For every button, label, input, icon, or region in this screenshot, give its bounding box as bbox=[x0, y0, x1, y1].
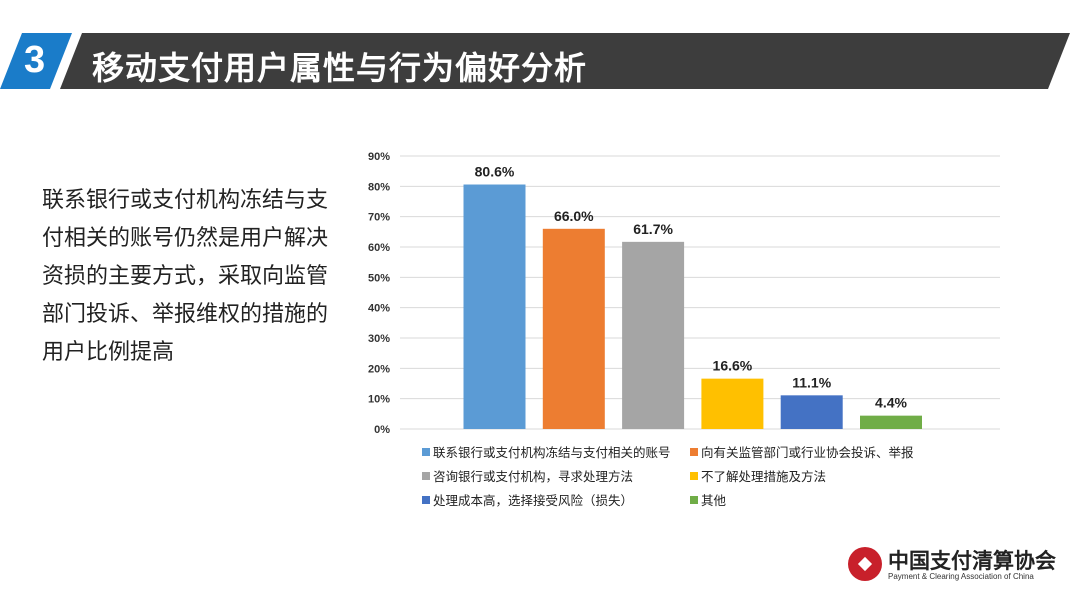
legend-label: 不了解处理措施及方法 bbox=[701, 469, 827, 484]
legend-swatch bbox=[690, 471, 698, 480]
title-banner: 移动支付用户属性与行为偏好分析 bbox=[60, 33, 1070, 89]
y-tick-label: 80% bbox=[368, 181, 390, 193]
y-tick-label: 90% bbox=[368, 151, 390, 163]
page-title: 移动支付用户属性与行为偏好分析 bbox=[92, 49, 588, 87]
bar bbox=[860, 415, 922, 429]
legend-label: 其他 bbox=[701, 493, 727, 508]
y-tick-label: 50% bbox=[368, 272, 390, 284]
y-tick-label: 0% bbox=[374, 424, 390, 436]
data-label: 80.6% bbox=[475, 164, 515, 180]
legend-swatch bbox=[690, 495, 698, 504]
section-number-badge: 3 bbox=[0, 33, 72, 89]
logo-name-cn: 中国支付清算协会 bbox=[888, 549, 1056, 573]
data-label: 66.0% bbox=[554, 208, 594, 224]
legend-item: 不了解处理措施及方法 bbox=[690, 466, 826, 485]
legend-swatch bbox=[422, 471, 430, 480]
legend-item: 向有关监管部门或行业协会投诉、举报 bbox=[690, 442, 914, 461]
legend-item: 其他 bbox=[690, 490, 726, 509]
legend-item: 处理成本高，选择接受风险（损失） bbox=[422, 490, 633, 509]
legend-label: 联系银行或支付机构冻结与支付相关的账号 bbox=[433, 445, 671, 460]
y-tick-label: 70% bbox=[368, 212, 390, 224]
legend-label: 处理成本高，选择接受风险（损失） bbox=[433, 493, 634, 508]
legend-label: 咨询银行或支付机构，寻求处理方法 bbox=[433, 469, 634, 484]
legend-swatch bbox=[422, 495, 430, 504]
legend-label: 向有关监管部门或行业协会投诉、举报 bbox=[701, 445, 914, 460]
bar bbox=[780, 395, 843, 429]
bar bbox=[622, 241, 685, 429]
y-tick-label: 60% bbox=[368, 242, 390, 254]
legend-swatch bbox=[690, 447, 698, 456]
logo-icon bbox=[848, 547, 882, 581]
bar bbox=[701, 378, 764, 429]
data-label: 4.4% bbox=[875, 395, 907, 411]
bar bbox=[542, 228, 605, 429]
legend-item: 咨询银行或支付机构，寻求处理方法 bbox=[422, 466, 633, 485]
data-label: 16.6% bbox=[713, 358, 753, 374]
association-logo: 中国支付清算协会 Payment & Clearing Association … bbox=[848, 545, 1058, 585]
data-label: 61.7% bbox=[633, 221, 673, 237]
data-label: 11.1% bbox=[792, 374, 831, 390]
logo-name-en: Payment & Clearing Association of China bbox=[888, 572, 1034, 581]
y-tick-label: 30% bbox=[368, 333, 390, 345]
description-text: 联系银行或支付机构冻结与支付相关的账号仍然是用户解决资损的主要方式，采取向监管部… bbox=[42, 188, 329, 365]
y-tick-label: 40% bbox=[368, 303, 390, 315]
y-tick-label: 20% bbox=[368, 363, 390, 375]
y-tick-label: 10% bbox=[368, 394, 390, 406]
section-number: 3 bbox=[24, 39, 46, 81]
bar bbox=[463, 184, 526, 429]
legend-item: 联系银行或支付机构冻结与支付相关的账号 bbox=[422, 442, 671, 461]
legend-swatch bbox=[422, 447, 430, 456]
